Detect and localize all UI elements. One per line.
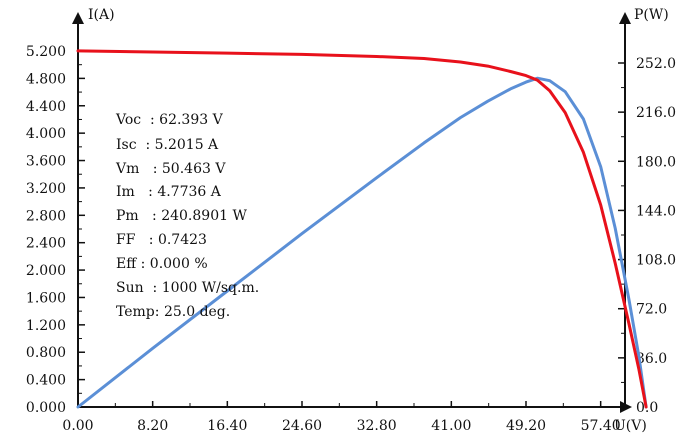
left-y-tick-label: 1.200 [26, 318, 66, 334]
left-y-tick-label: 2.800 [26, 208, 66, 224]
left-y-tick-label: 4.400 [26, 99, 66, 115]
right-y-tick-label: 216.0 [636, 105, 676, 121]
info-vm: Vm : 50.463 V [115, 161, 226, 177]
power-curve [76, 76, 648, 409]
x-tick-label: 8.20 [137, 418, 168, 434]
info-im: Im : 4.7736 A [116, 184, 222, 200]
x-tick-label: 32.80 [357, 418, 397, 434]
right-y-tick-label: 144.0 [636, 203, 676, 219]
tick-marks [77, 50, 625, 408]
info-eff: Eff : 0.000 % [116, 256, 208, 272]
left-y-tick-label: 2.400 [26, 236, 66, 252]
tick-labels: 0.00 8.20 16.40 24.60 32.80 41.00 49.20 57.40 0.… [26, 44, 676, 434]
left-y-tick-label: 0.000 [26, 400, 66, 416]
current-curve [76, 49, 648, 409]
info-voc: Voc : 62.393 V [115, 112, 224, 128]
left-y-axis-arrow [72, 12, 84, 24]
right-y-axis-arrow [619, 12, 631, 24]
right-y-tick-label: 252.0 [636, 56, 676, 72]
x-tick-label: 24.60 [282, 418, 322, 434]
parameter-readout: Voc : 62.393 V Isc : 5.2015 A Vm : 50.46… [115, 112, 259, 320]
info-sun: Sun : 1000 W/sq.m. [116, 280, 259, 296]
right-y-tick-label: 180.0 [636, 154, 676, 170]
left-y-tick-label: 3.200 [26, 181, 66, 197]
right-y-tick-label: 36.0 [636, 351, 667, 367]
left-y-tick-label: 2.000 [26, 263, 66, 279]
left-y-tick-label: 1.600 [26, 290, 66, 306]
left-axis-title: I(A) [88, 7, 115, 23]
left-y-tick-label: 3.600 [26, 154, 66, 170]
x-tick-label: 49.20 [506, 418, 546, 434]
x-axis-arrow [620, 401, 632, 413]
x-tick-label: 0.00 [62, 418, 93, 434]
right-axis-title: P(W) [634, 7, 669, 23]
x-tick-label: 57.40 [581, 418, 621, 434]
left-y-tick-label: 4.000 [26, 126, 66, 142]
curves [76, 49, 648, 409]
left-y-tick-label: 0.400 [26, 373, 66, 389]
info-isc: Isc : 5.2015 A [116, 137, 219, 153]
info-pm: Pm : 240.8901 W [116, 208, 247, 224]
x-tick-label: 16.40 [207, 418, 247, 434]
left-y-tick-label: 5.200 [26, 44, 66, 60]
right-y-tick-label: 72.0 [636, 302, 667, 318]
x-tick-label: 41.00 [431, 418, 471, 434]
x-axis-title: U(V) [614, 418, 647, 434]
right-y-tick-label: 108.0 [636, 253, 676, 269]
axes [72, 12, 632, 413]
left-y-tick-label: 0.800 [26, 345, 66, 361]
left-y-tick-label: 4.800 [26, 71, 66, 87]
info-temp: Temp: 25.0 deg. [116, 304, 230, 320]
info-ff: FF : 0.7423 [116, 232, 207, 248]
